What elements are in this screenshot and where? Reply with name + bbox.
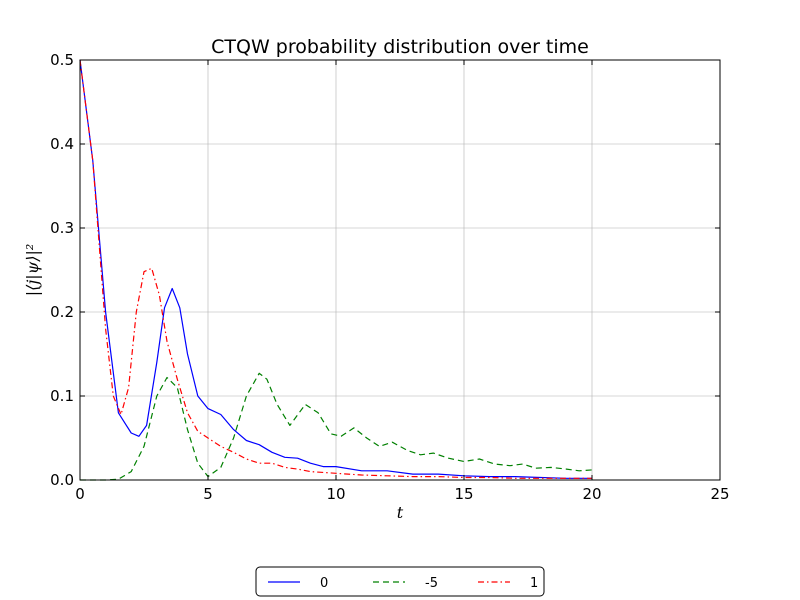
legend-box (255, 566, 545, 597)
series-line-2 (79, 59, 592, 479)
series-line-0 (79, 59, 592, 479)
legend-label-1: -5 (425, 576, 438, 591)
y-axis-label: |⟨j|ψ⟩|² (23, 244, 42, 297)
y-tick-label: 0.3 (50, 219, 74, 237)
x-tick-label: 5 (203, 485, 213, 503)
series-lines (79, 59, 593, 481)
x-tick-label: 25 (710, 485, 729, 503)
legend-label-0: 0 (320, 576, 328, 591)
legend: 0 -5 1 (255, 566, 545, 597)
plot-frame (79, 59, 721, 481)
x-tick-label: 0 (75, 485, 85, 503)
y-tick-label: 0.0 (50, 471, 74, 489)
legend-label-2: 1 (530, 576, 538, 591)
y-tick-label: 0.5 (50, 51, 74, 69)
x-tick-label: 10 (326, 485, 345, 503)
x-tick-label: 20 (582, 485, 601, 503)
x-tick-label: 15 (454, 485, 473, 503)
y-tick-label: 0.1 (50, 387, 74, 405)
y-tick-label: 0.2 (50, 303, 74, 321)
chart-title: CTQW probability distribution over time (211, 36, 589, 58)
axis-ticks: 0 5 10 15 20 25 0.0 0.1 0.2 0.3 0.4 0.5 (50, 51, 729, 503)
series-line-1 (80, 372, 593, 481)
grid-lines (79, 59, 721, 481)
y-tick-label: 0.4 (50, 135, 74, 153)
x-axis-label: t (397, 503, 404, 522)
